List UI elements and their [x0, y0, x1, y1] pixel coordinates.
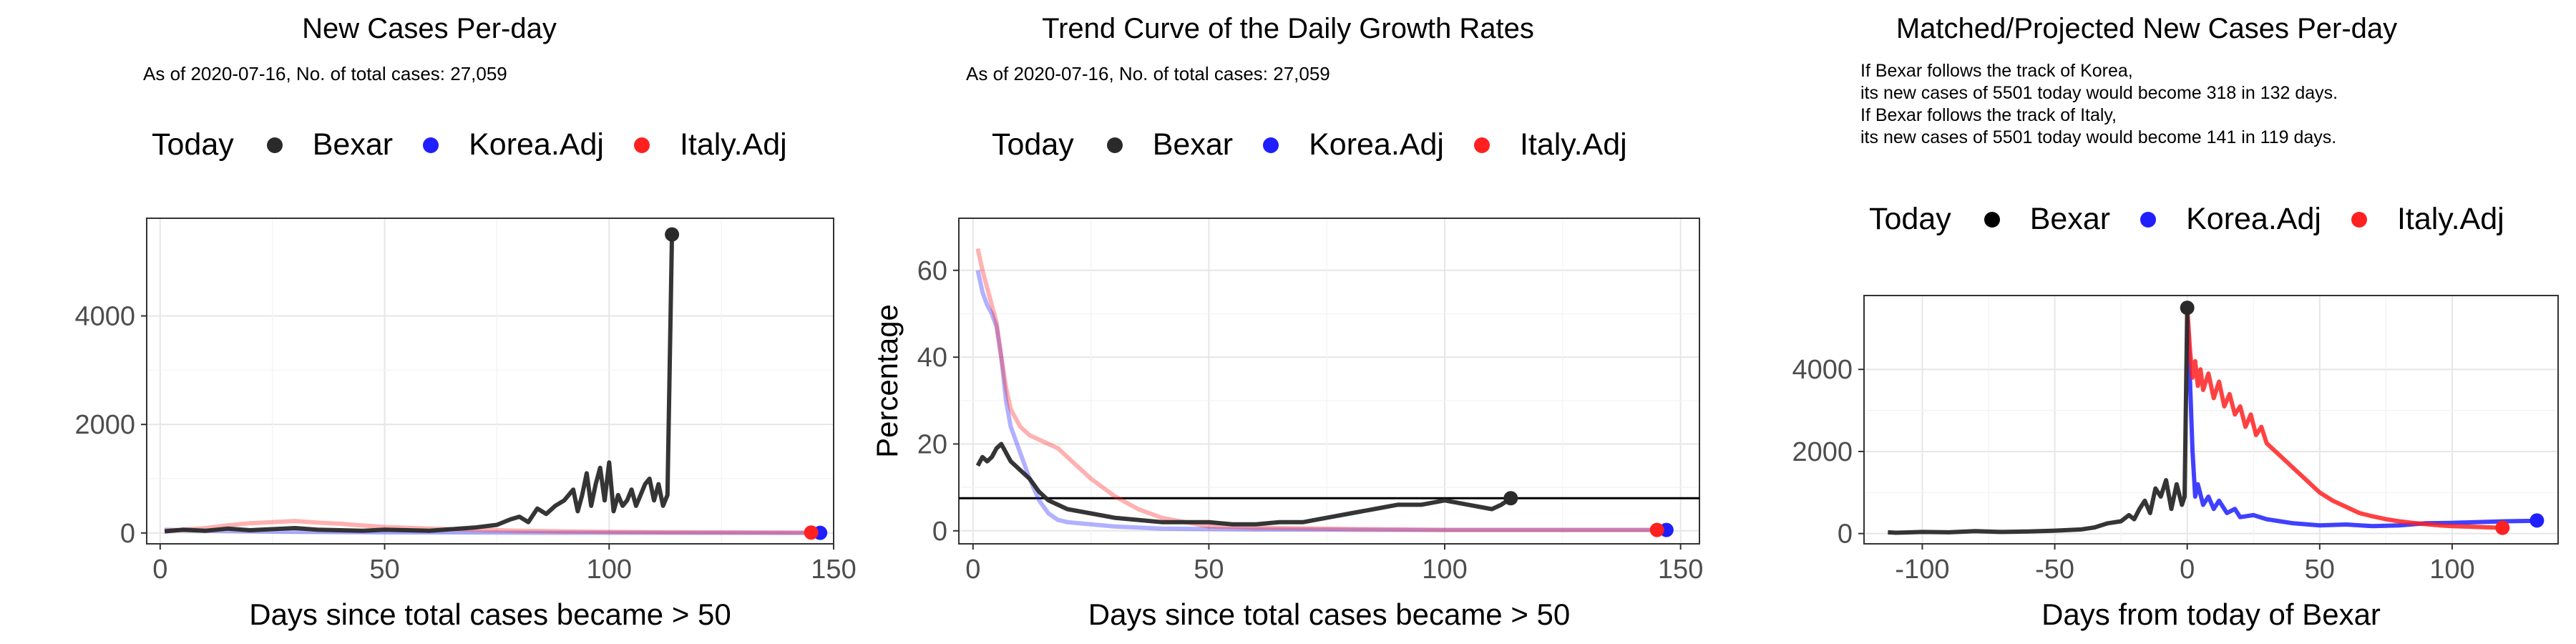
- series-line-italy: [975, 248, 1657, 532]
- plot-border: [1863, 295, 2559, 545]
- x-axis-label: Days from today of Bexar: [2041, 597, 2381, 631]
- series-line-bexar: [975, 441, 1513, 527]
- today-point-italy: [1649, 522, 1664, 537]
- legend-label-bexar: Bexar: [1152, 127, 1234, 162]
- x-tick-label: -100: [1895, 555, 1949, 585]
- panel-growth-rates: Trend Curve of the Daily Growth Rates As…: [859, 0, 1717, 644]
- legend-key-bexar: [1984, 211, 2000, 228]
- series-line-korea: [2185, 307, 2537, 529]
- x-tick-label: 100: [1422, 555, 1467, 585]
- x-tick-label: 0: [152, 555, 167, 585]
- legend-title: Today: [992, 127, 1074, 162]
- x-axis-label: Days since total cases became > 50: [249, 597, 731, 631]
- note-line: If Bexar follows the track of Italy,: [1860, 105, 2117, 125]
- legend-title: Today: [152, 127, 234, 162]
- chart-title: Matched/Projected New Cases Per-day: [1896, 13, 2398, 44]
- plot-projected: -100 -50 0 50 100 0 2000 4000 Days from today of…: [1792, 295, 2559, 631]
- series-line-italy: [164, 519, 811, 535]
- x-tick-label: 50: [2305, 555, 2335, 585]
- note-line: its new cases of 5501 today would become…: [1860, 83, 2338, 103]
- y-tick-label: 40: [917, 343, 947, 373]
- y-tick-label: 60: [917, 256, 947, 286]
- y-tick-label: 2000: [74, 410, 135, 440]
- x-tick-label: 150: [811, 555, 856, 585]
- chart-title: New Cases Per-day: [302, 13, 557, 44]
- legend-label-korea: Korea.Adj: [469, 127, 604, 162]
- y-tick-label: 4000: [1792, 355, 1853, 385]
- x-tick-label: 50: [369, 555, 399, 585]
- panel-new-cases: New Cases Per-day As of 2020-07-16, No. …: [0, 0, 859, 644]
- x-tick-label: -50: [2035, 555, 2074, 585]
- legend-label-italy: Italy.Adj: [1519, 127, 1627, 162]
- chart-title: Trend Curve of the Daily Growth Rates: [1042, 13, 1534, 44]
- legend-key-bexar: [1106, 137, 1123, 153]
- y-tick-label: 2000: [1792, 437, 1853, 467]
- legend-title: Today: [1869, 202, 1951, 236]
- legend-key-korea: [2140, 211, 2157, 228]
- today-point-bexar: [2180, 301, 2195, 316]
- plot-new-cases: 0 50 100 150 0 2000 4000 Days since total cases…: [74, 218, 857, 631]
- legend-key-korea: [423, 137, 439, 153]
- legend-label-italy: Italy.Adj: [679, 127, 787, 162]
- x-tick-label: 100: [2429, 555, 2474, 585]
- today-point-italy: [804, 525, 819, 540]
- today-point-korea: [2529, 513, 2545, 528]
- x-tick-label: 0: [2180, 555, 2195, 585]
- y-tick-label: 4000: [74, 302, 135, 332]
- x-tick-label: 150: [1658, 555, 1703, 585]
- y-tick-label: 0: [120, 519, 135, 549]
- y-axis-label: Percentage: [870, 304, 904, 458]
- plot-border: [146, 218, 834, 545]
- legend-label-italy: Italy.Adj: [2396, 202, 2504, 236]
- projection-note: If Bexar follows the track of Korea, its…: [1860, 60, 2338, 149]
- plot-growth-rates: 0 50 100 150 0 20 40 60 Days since total cases b…: [870, 218, 1703, 631]
- legend: Today Bexar Korea.Adj Italy.Adj: [1869, 202, 2534, 237]
- y-tick-label: 20: [917, 429, 947, 459]
- legend: Today Bexar Korea.Adj Italy.Adj: [152, 127, 817, 162]
- series-line-bexar: [164, 234, 675, 534]
- x-tick-label: 50: [1194, 555, 1224, 585]
- grid: [147, 218, 834, 544]
- grid: [959, 218, 1699, 544]
- legend-key-italy: [2351, 211, 2367, 228]
- note-line: its new cases of 5501 today would become…: [1860, 127, 2337, 147]
- plot-border: [958, 218, 1700, 545]
- legend-key-italy: [1473, 137, 1490, 153]
- y-tick-label: 0: [1838, 519, 1853, 550]
- legend-key-italy: [633, 137, 650, 153]
- x-tick-label: 0: [965, 555, 980, 585]
- note-line: If Bexar follows the track of Korea,: [1860, 61, 2133, 81]
- today-point-bexar: [1503, 491, 1518, 506]
- y-tick-label: 0: [932, 517, 947, 547]
- grid: [1864, 296, 2558, 544]
- legend: Today Bexar Korea.Adj Italy.Adj: [992, 127, 1657, 162]
- today-point-bexar: [665, 227, 680, 242]
- chart-subtitle: As of 2020-07-16, No. of total cases: 27…: [143, 63, 507, 84]
- x-tick-label: 100: [587, 555, 632, 585]
- legend-label-bexar: Bexar: [2029, 202, 2111, 236]
- legend-label-korea: Korea.Adj: [1309, 127, 1444, 162]
- x-axis-label: Days since total cases became > 50: [1088, 597, 1571, 631]
- series-line-korea: [975, 270, 1667, 532]
- series-line-bexar: [1888, 308, 2190, 535]
- legend-key-korea: [1263, 137, 1279, 153]
- panel-projected: Matched/Projected New Cases Per-day If B…: [1717, 0, 2576, 644]
- legend-label-korea: Korea.Adj: [2186, 202, 2321, 236]
- chart-subtitle: As of 2020-07-16, No. of total cases: 27…: [966, 63, 1330, 84]
- legend-label-bexar: Bexar: [312, 127, 394, 162]
- today-point-italy: [2495, 520, 2510, 535]
- legend-key-bexar: [266, 137, 283, 153]
- series-line-italy: [2185, 307, 2503, 530]
